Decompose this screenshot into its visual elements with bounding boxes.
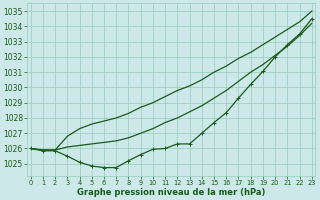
X-axis label: Graphe pression niveau de la mer (hPa): Graphe pression niveau de la mer (hPa) xyxy=(77,188,266,197)
